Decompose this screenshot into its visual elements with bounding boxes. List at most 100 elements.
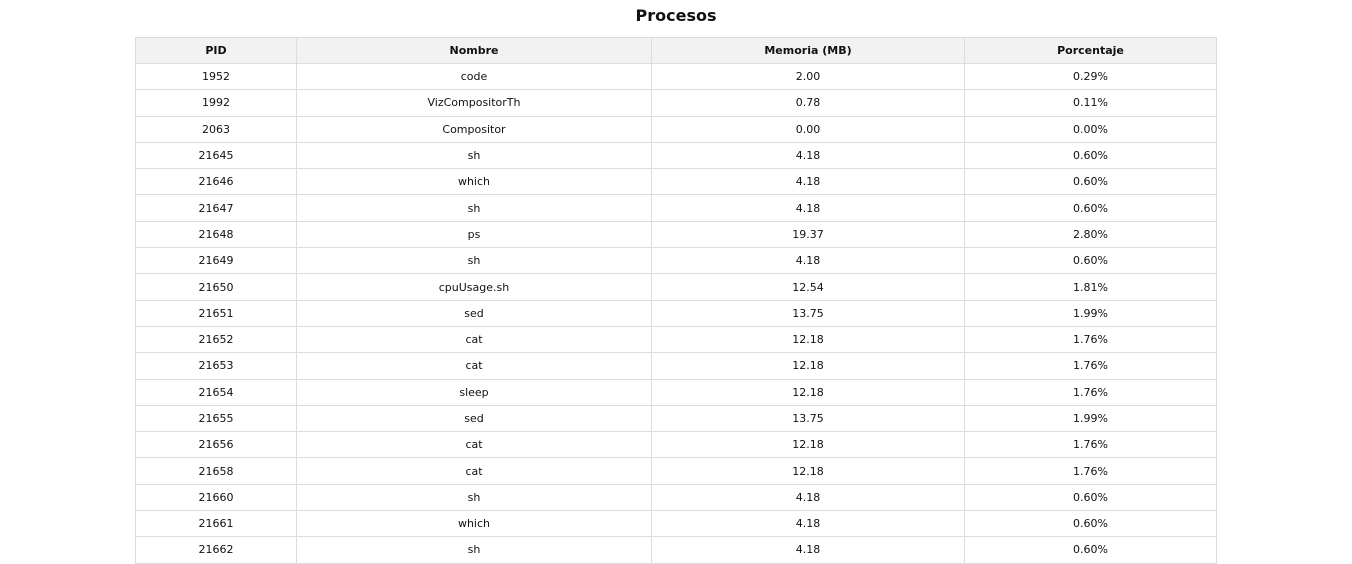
percentage-cell: 1.76%: [964, 378, 1217, 406]
column-header-percentage: Porcentaje: [964, 37, 1217, 64]
pid-cell: 1952: [135, 62, 297, 91]
table-row: 21649 sh 4.18 0.60%: [135, 247, 1217, 275]
pid-cell: 21648: [135, 220, 297, 249]
pid-cell: 21651: [135, 299, 297, 327]
memory-cell: 0.78: [651, 89, 965, 117]
memory-cell: 4.18: [651, 194, 965, 222]
table-row: 1992 VizCompositorTh 0.78 0.11%: [135, 89, 1217, 117]
pid-cell: 21652: [135, 325, 297, 354]
name-cell: Compositor: [296, 115, 652, 143]
percentage-cell: 0.00%: [964, 115, 1217, 143]
percentage-cell: 0.60%: [964, 247, 1217, 275]
column-header-memory: Memoria (MB): [651, 37, 965, 64]
table-row: 21653 cat 12.18 1.76%: [135, 352, 1217, 380]
column-header-pid: PID: [135, 37, 297, 64]
name-cell: sh: [296, 536, 652, 564]
table-row: 21662 sh 4.18 0.60%: [135, 536, 1217, 564]
percentage-cell: 0.60%: [964, 536, 1217, 564]
memory-cell: 12.18: [651, 352, 965, 380]
name-cell: sh: [296, 483, 652, 512]
column-header-name: Nombre: [296, 37, 652, 64]
memory-cell: 12.54: [651, 273, 965, 301]
memory-cell: 0.00: [651, 115, 965, 143]
name-cell: sh: [296, 141, 652, 170]
pid-cell: 21650: [135, 273, 297, 301]
table-row: 21654 sleep 12.18 1.76%: [135, 378, 1217, 406]
table-row: 21655 sed 13.75 1.99%: [135, 404, 1217, 433]
table-row: 21652 cat 12.18 1.76%: [135, 325, 1217, 354]
percentage-cell: 1.99%: [964, 299, 1217, 327]
memory-cell: 4.18: [651, 483, 965, 512]
table-row: 21645 sh 4.18 0.60%: [135, 141, 1217, 170]
percentage-cell: 0.60%: [964, 168, 1217, 196]
name-cell: sed: [296, 404, 652, 433]
percentage-cell: 0.29%: [964, 62, 1217, 91]
name-cell: sed: [296, 299, 652, 327]
memory-cell: 12.18: [651, 378, 965, 406]
table-row: 21646 which 4.18 0.60%: [135, 168, 1217, 196]
pid-cell: 21649: [135, 247, 297, 275]
percentage-cell: 1.76%: [964, 431, 1217, 459]
name-cell: cpuUsage.sh: [296, 273, 652, 301]
memory-cell: 12.18: [651, 325, 965, 354]
pid-cell: 21646: [135, 168, 297, 196]
name-cell: sh: [296, 194, 652, 222]
name-cell: cat: [296, 352, 652, 380]
memory-cell: 2.00: [651, 62, 965, 91]
pid-cell: 21662: [135, 536, 297, 564]
process-table-container: PID Nombre Memoria (MB) Porcentaje 1952 c…: [135, 37, 1217, 564]
table-header-row: PID Nombre Memoria (MB) Porcentaje: [135, 37, 1217, 64]
table-row: 21658 cat 12.18 1.76%: [135, 457, 1217, 485]
pid-cell: 21655: [135, 404, 297, 433]
pid-cell: 1992: [135, 89, 297, 117]
table-row: 1952 code 2.00 0.29%: [135, 62, 1217, 91]
table-row: 21656 cat 12.18 1.76%: [135, 431, 1217, 459]
memory-cell: 12.18: [651, 431, 965, 459]
name-cell: which: [296, 168, 652, 196]
memory-cell: 19.37: [651, 220, 965, 249]
percentage-cell: 1.76%: [964, 352, 1217, 380]
table-body: 1952 code 2.00 0.29% 1992 VizCompositorTh 0.78…: [135, 62, 1217, 564]
table-row: 21660 sh 4.18 0.60%: [135, 483, 1217, 512]
pid-cell: 21661: [135, 510, 297, 538]
memory-cell: 4.18: [651, 536, 965, 564]
name-cell: sh: [296, 247, 652, 275]
percentage-cell: 0.60%: [964, 194, 1217, 222]
percentage-cell: 1.76%: [964, 325, 1217, 354]
memory-cell: 4.18: [651, 141, 965, 170]
table-row: 21650 cpuUsage.sh 12.54 1.81%: [135, 273, 1217, 301]
pid-cell: 21647: [135, 194, 297, 222]
percentage-cell: 1.99%: [964, 404, 1217, 433]
memory-cell: 12.18: [651, 457, 965, 485]
percentage-cell: 0.60%: [964, 483, 1217, 512]
pid-cell: 21654: [135, 378, 297, 406]
percentage-cell: 0.60%: [964, 510, 1217, 538]
name-cell: code: [296, 62, 652, 91]
table-row: 21661 which 4.18 0.60%: [135, 510, 1217, 538]
pid-cell: 21653: [135, 352, 297, 380]
name-cell: ps: [296, 220, 652, 249]
process-table: PID Nombre Memoria (MB) Porcentaje 1952 c…: [135, 37, 1217, 564]
percentage-cell: 0.60%: [964, 141, 1217, 170]
pid-cell: 21658: [135, 457, 297, 485]
name-cell: cat: [296, 457, 652, 485]
pid-cell: 21645: [135, 141, 297, 170]
memory-cell: 13.75: [651, 404, 965, 433]
name-cell: sleep: [296, 378, 652, 406]
memory-cell: 4.18: [651, 168, 965, 196]
table-row: 21647 sh 4.18 0.60%: [135, 194, 1217, 222]
memory-cell: 4.18: [651, 510, 965, 538]
table-row: 21651 sed 13.75 1.99%: [135, 299, 1217, 327]
memory-cell: 13.75: [651, 299, 965, 327]
page-title: Procesos: [635, 6, 717, 25]
pid-cell: 21660: [135, 483, 297, 512]
percentage-cell: 1.76%: [964, 457, 1217, 485]
pid-cell: 2063: [135, 115, 297, 143]
name-cell: cat: [296, 325, 652, 354]
memory-cell: 4.18: [651, 247, 965, 275]
percentage-cell: 1.81%: [964, 273, 1217, 301]
name-cell: VizCompositorTh: [296, 89, 652, 117]
pid-cell: 21656: [135, 431, 297, 459]
percentage-cell: 2.80%: [964, 220, 1217, 249]
name-cell: which: [296, 510, 652, 538]
